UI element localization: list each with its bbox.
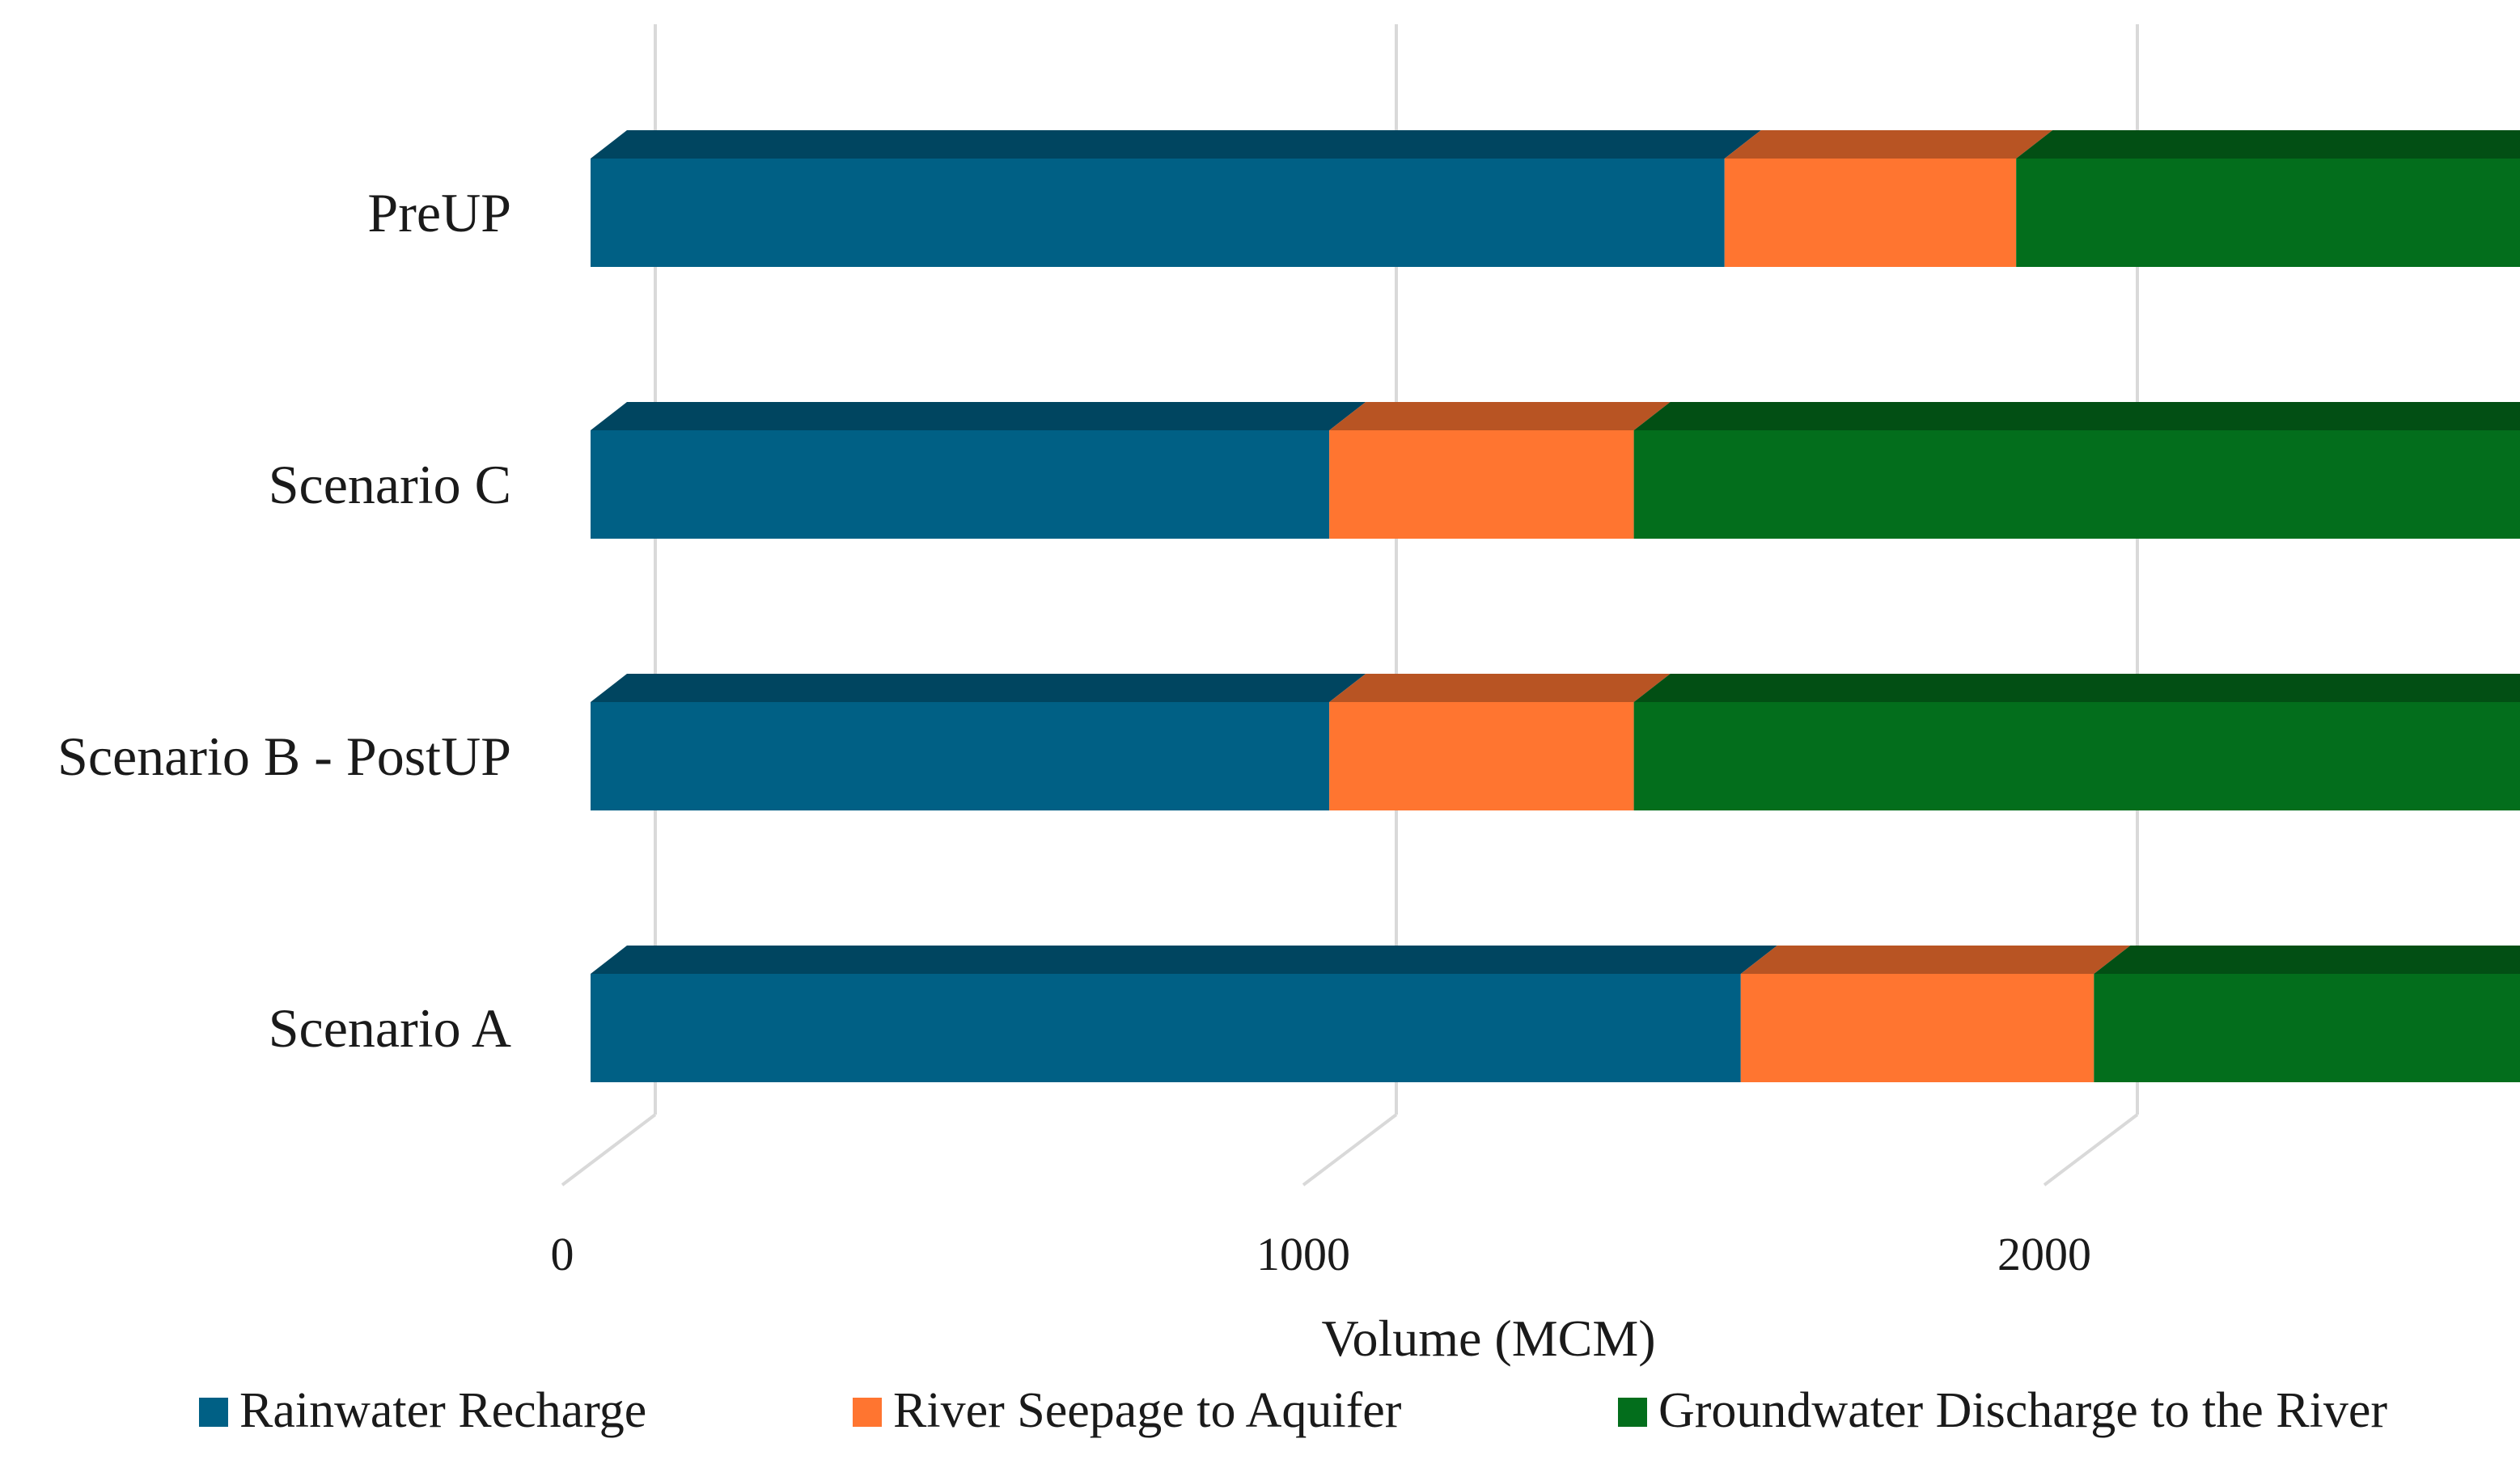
legend-item: River Seepage to Aquifer: [853, 1383, 1402, 1438]
bar-segment: [591, 159, 1725, 267]
bar-segment: [591, 430, 1329, 539]
bar-segment: [1329, 702, 1633, 810]
bar-segment-top: [591, 130, 1761, 159]
bar-segment: [1741, 974, 2094, 1082]
bar-segment: [2016, 159, 2520, 267]
bar-group: [591, 130, 2520, 267]
bar-group: [591, 946, 2520, 1082]
x-axis-title: Volume (MCM): [1321, 1310, 1655, 1367]
bar-segment: [2094, 974, 2520, 1082]
x-tick-label: 1000: [1256, 1228, 1350, 1280]
category-label: Scenario C: [269, 454, 511, 515]
bar-segment-top: [1329, 674, 1670, 702]
category-label: PreUP: [367, 182, 511, 243]
legend-item: Rainwater Recharge: [199, 1383, 646, 1438]
bar-segment: [591, 702, 1329, 810]
legend-swatch: [1618, 1398, 1647, 1427]
bar-segment-top: [591, 674, 1366, 702]
x-axis-ticks: 010002000300040005000: [551, 1228, 2520, 1280]
legend-item: Groundwater Discharge to the River: [1618, 1383, 2387, 1438]
legend-label: River Seepage to Aquifer: [893, 1383, 1402, 1438]
bar-segment-top: [1725, 130, 2052, 159]
legend-swatch: [199, 1398, 228, 1427]
legend-label: Rainwater Recharge: [239, 1383, 646, 1438]
bar-segment: [591, 974, 1741, 1082]
x-tick-label: 2000: [1997, 1228, 2091, 1280]
x-tick-label: 0: [551, 1228, 574, 1280]
bars: [591, 130, 2520, 1082]
bar-segment-top: [1741, 946, 2131, 974]
bar-segment: [1329, 430, 1633, 539]
category-label: Scenario B - PostUP: [57, 726, 511, 787]
bar-segment: [1634, 702, 2520, 810]
legend: Rainwater Recharge River Seepage to Aquif…: [199, 1383, 2387, 1438]
category-label: Scenario A: [269, 997, 511, 1059]
bar-group: [591, 402, 2520, 539]
bar-segment-top: [1634, 402, 2520, 430]
gridline-floor: [1303, 1115, 1396, 1185]
bar-segment-top: [591, 946, 1777, 974]
bar-segment-top: [1329, 402, 1670, 430]
bar-segment: [1634, 430, 2520, 539]
gridline-floor: [2044, 1115, 2137, 1185]
bar-segment-top: [1634, 674, 2520, 702]
gridline-floor: [562, 1115, 655, 1185]
bar-segment-top: [591, 402, 1366, 430]
bar-segment-top: [2094, 946, 2520, 974]
legend-swatch: [853, 1398, 882, 1427]
bar-segment: [1725, 159, 2016, 267]
bar-segment-top: [2016, 130, 2520, 159]
legend-label: Groundwater Discharge to the River: [1658, 1383, 2387, 1438]
bar-group: [591, 674, 2520, 810]
y-axis-categories: PreUP Scenario C Scenario B - PostUP Scenar…: [57, 182, 511, 1059]
